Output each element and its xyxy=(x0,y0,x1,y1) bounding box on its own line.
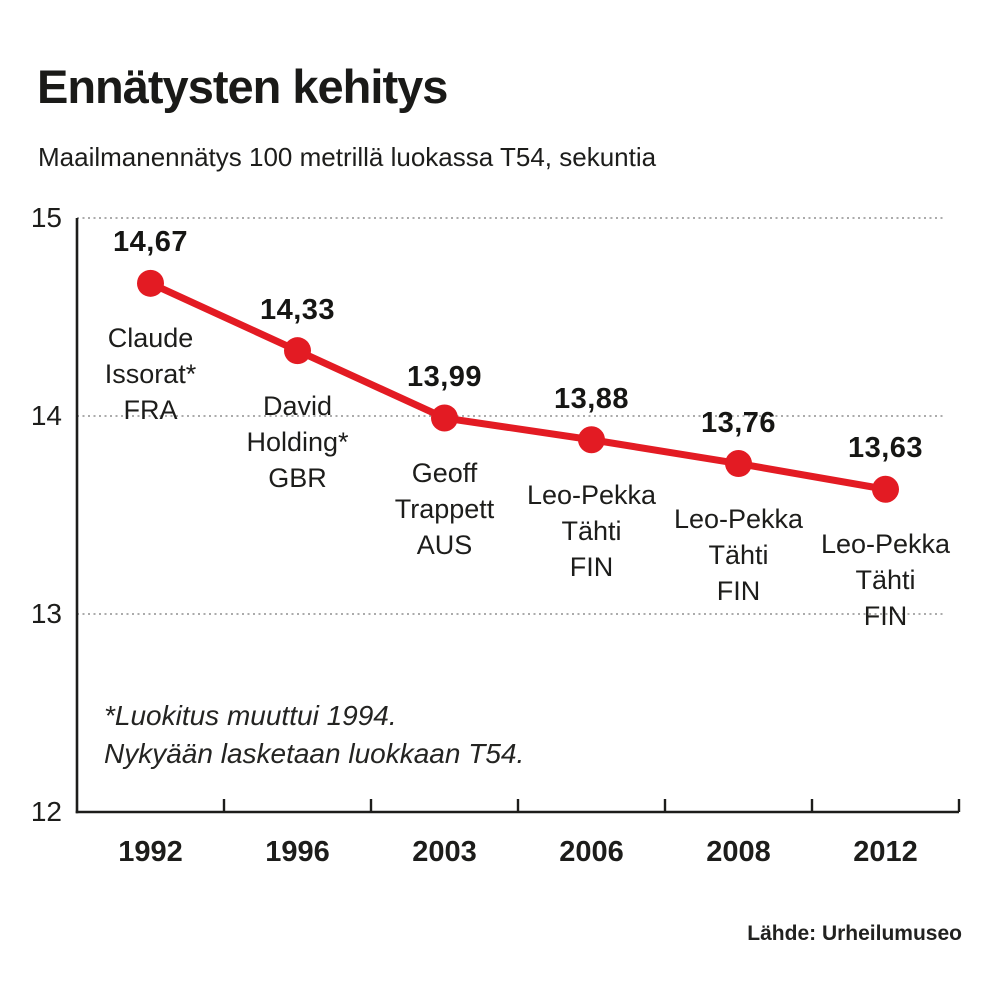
chart-title: Ennätysten kehitys xyxy=(37,60,448,113)
footnote-line-1: *Luokitus muuttui 1994. xyxy=(104,700,397,731)
source-credit: Lähde: Urheilumuseo xyxy=(747,922,962,945)
data-point xyxy=(284,337,311,365)
data-point xyxy=(725,450,752,478)
data-point xyxy=(137,269,164,297)
data-point xyxy=(872,475,899,503)
footnote-line-2: Nykyään lasketaan luokkaan T54. xyxy=(104,738,525,769)
record-line xyxy=(147,279,889,493)
footnote: *Luokitus muuttui 1994. Nykyään lasketaa… xyxy=(104,697,524,773)
data-point xyxy=(431,404,458,432)
data-point xyxy=(578,426,605,454)
chart-subtitle: Maailmanennätys 100 metrillä luokassa T5… xyxy=(38,142,657,172)
